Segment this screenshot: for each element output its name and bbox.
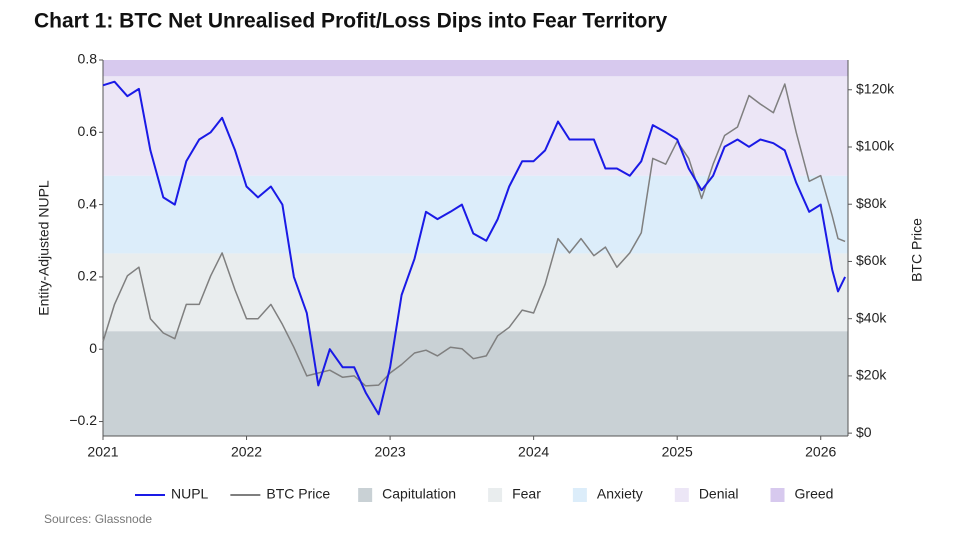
legend-swatch bbox=[358, 488, 373, 502]
legend-swatch bbox=[770, 488, 785, 502]
x-tick-label: 2024 bbox=[518, 444, 549, 460]
y-axis-label: Entity-Adjusted NUPL bbox=[36, 180, 52, 316]
legend-label: Denial bbox=[699, 486, 739, 502]
y2-tick-label: $20k bbox=[856, 367, 887, 383]
legend-label: Greed bbox=[795, 486, 834, 502]
chart-title: Chart 1: BTC Net Unrealised Profit/Loss … bbox=[34, 10, 668, 33]
y2-tick-label: $80k bbox=[856, 195, 887, 211]
series-line bbox=[102, 80, 846, 416]
legend-label: Capitulation bbox=[382, 486, 456, 502]
y2-tick-label: $0 bbox=[856, 424, 872, 440]
y2-tick-label: $100k bbox=[856, 138, 895, 154]
legend-swatch bbox=[572, 488, 587, 502]
x-tick-label: 2026 bbox=[805, 444, 836, 460]
zone-band bbox=[103, 331, 848, 436]
y-tick-label: 0.2 bbox=[78, 268, 98, 284]
y-tick-label: −0.2 bbox=[69, 412, 97, 428]
series-line bbox=[102, 83, 846, 387]
zone-band bbox=[103, 76, 848, 176]
legend-swatch bbox=[674, 488, 689, 502]
legend-swatch bbox=[488, 488, 503, 502]
x-tick-label: 2023 bbox=[375, 444, 406, 460]
zone-band bbox=[103, 60, 848, 77]
legend-label: Anxiety bbox=[597, 486, 643, 502]
y-tick-label: 0.4 bbox=[78, 195, 98, 211]
source-note: Sources: Glassnode bbox=[44, 512, 152, 526]
y2-tick-label: $120k bbox=[856, 80, 895, 96]
x-tick-label: 2021 bbox=[87, 444, 118, 460]
legend-label: BTC Price bbox=[266, 486, 330, 502]
y2-axis-label: BTC Price bbox=[909, 218, 925, 282]
x-tick-label: 2025 bbox=[662, 444, 693, 460]
y-tick-label: 0.8 bbox=[78, 51, 98, 67]
y2-tick-label: $40k bbox=[856, 309, 887, 325]
zone-band bbox=[103, 253, 848, 332]
y-tick-label: 0.6 bbox=[78, 123, 98, 139]
y-tick-label: 0 bbox=[89, 340, 97, 356]
zone-band bbox=[103, 175, 848, 254]
x-tick-label: 2022 bbox=[231, 444, 262, 460]
y2-tick-label: $60k bbox=[856, 252, 887, 268]
legend-label: Fear bbox=[512, 486, 541, 502]
legend-label: NUPL bbox=[171, 486, 209, 502]
